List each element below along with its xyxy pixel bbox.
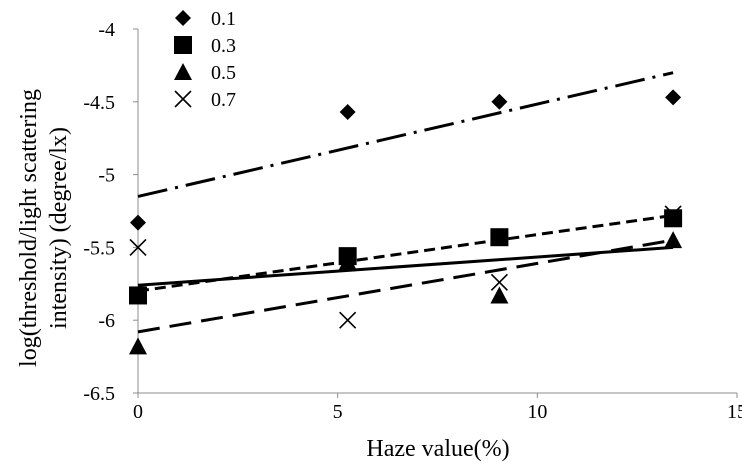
- trendlines: [137, 71, 674, 334]
- data-point-0.7: [490, 273, 508, 291]
- data-point-0.1: [339, 103, 356, 120]
- data-point-0.1: [130, 214, 146, 231]
- data-point-0.7: [664, 205, 682, 223]
- data-point-0.7: [339, 311, 357, 329]
- legend-label: 0.1: [211, 8, 236, 30]
- x-tick-label: 10: [527, 401, 547, 423]
- trendline-0.7: [137, 238, 674, 334]
- legend-marker-0.3: [174, 36, 192, 54]
- y-axis-title-line-2: intensity) (degree/lx): [46, 127, 72, 329]
- x-tick-label: 15: [727, 401, 742, 423]
- x-axis-title: Haze value(%): [366, 436, 509, 462]
- y-tick-label: -4: [98, 19, 115, 41]
- data-point-0.5: [490, 286, 509, 304]
- legend-label: 0.7: [211, 89, 236, 111]
- y-tick-label: -5.5: [83, 237, 115, 259]
- data-point-0.5: [338, 252, 357, 270]
- trendline-0.1: [137, 71, 674, 198]
- legend-label: 0.5: [211, 62, 236, 84]
- y-tick-label: -5: [98, 165, 115, 187]
- data-point-0.1: [665, 89, 682, 106]
- data-point-0.3: [664, 209, 683, 228]
- y-axis-title: log(threshold/light scattering intensity…: [16, 89, 72, 367]
- data-point-0.3: [129, 286, 147, 305]
- data-point-0.1: [491, 93, 508, 110]
- legend-marker-0.5: [174, 63, 192, 80]
- data-point-0.5: [664, 231, 683, 249]
- y-tick-label: -6: [98, 310, 115, 332]
- y-ticks: -6.5 -6 -5.5 -5 -4.5 -4: [83, 19, 138, 405]
- y-axis-title-line-1: log(threshold/light scattering: [16, 89, 42, 367]
- x-tick-label: 5: [333, 401, 343, 423]
- data-markers: [129, 89, 683, 355]
- legend-label: 0.3: [211, 35, 236, 57]
- data-point-0.3: [490, 228, 509, 247]
- axes: [137, 29, 737, 394]
- legend: 0.1 0.3 0.5 0.7: [174, 8, 236, 111]
- x-tick-label: 0: [133, 401, 143, 423]
- data-point-0.5: [129, 337, 147, 355]
- legend-marker-0.7: [174, 90, 192, 108]
- legend-marker-0.1: [175, 10, 191, 26]
- y-tick-label: -4.5: [83, 92, 115, 114]
- trendline-0.5: [137, 245, 674, 287]
- data-point-0.7: [129, 238, 147, 256]
- y-tick-label: -6.5: [83, 383, 115, 405]
- x-ticks: 0 5 10 15: [133, 393, 742, 423]
